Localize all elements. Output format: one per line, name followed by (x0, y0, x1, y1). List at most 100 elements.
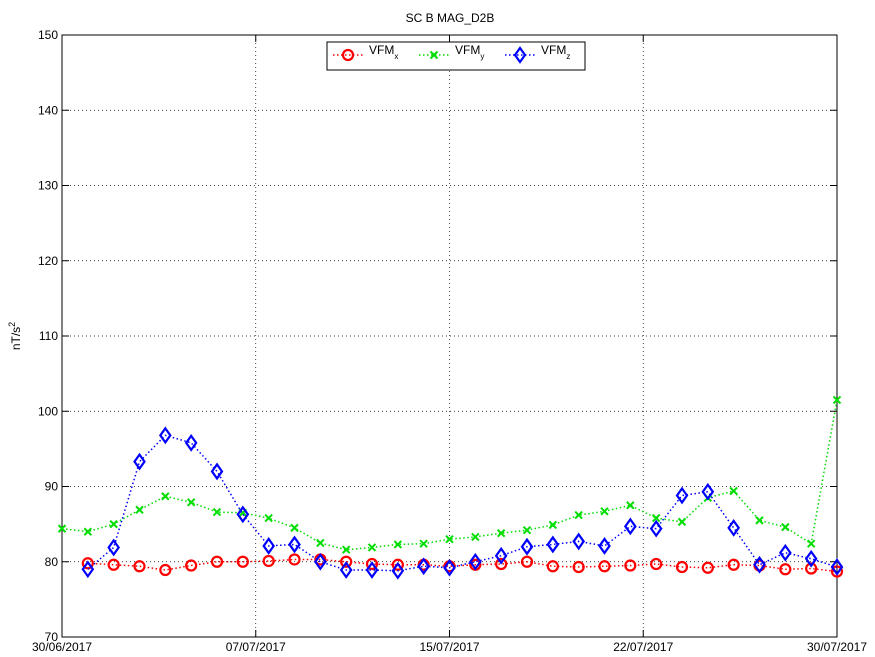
y-axis-label-sup: 2 (7, 322, 17, 327)
marker (804, 549, 818, 568)
marker (753, 555, 766, 574)
y-tick-label: 80 (45, 555, 59, 569)
legend-name: VFM (455, 43, 480, 57)
marker (83, 527, 93, 536)
marker (701, 482, 715, 501)
marker (496, 528, 506, 538)
marker (600, 507, 609, 516)
marker (341, 545, 351, 554)
x-tick-label: 22/07/2017 (613, 640, 673, 654)
marker (391, 558, 404, 571)
marker (650, 557, 663, 571)
marker (729, 486, 738, 496)
marker (107, 558, 120, 571)
marker (135, 505, 144, 515)
marker (445, 534, 454, 544)
marker (316, 538, 325, 548)
marker (598, 537, 611, 555)
marker (133, 560, 146, 573)
marker (161, 492, 170, 501)
marker (393, 540, 403, 549)
legend-label: VFMx (369, 43, 398, 61)
marker (236, 505, 250, 524)
marker (624, 559, 637, 572)
marker (727, 518, 741, 537)
y-tick-label: 120 (38, 254, 58, 268)
x-tick-label: 15/07/2017 (419, 640, 479, 654)
marker (781, 522, 790, 532)
marker (701, 561, 714, 574)
marker (57, 524, 67, 533)
plot-frame (61, 34, 838, 638)
y-tick-label: 150 (38, 28, 58, 42)
y-tick-label: 130 (38, 179, 58, 193)
marker (367, 543, 377, 552)
y-tick-label: 90 (45, 480, 59, 494)
marker (513, 46, 527, 64)
marker (443, 558, 456, 577)
marker (264, 513, 273, 523)
marker (651, 513, 661, 523)
marker (212, 507, 222, 517)
legend-label: VFMz (541, 43, 570, 61)
legend-name: VFM (369, 43, 394, 57)
x-tick-label: 30/07/2017 (807, 640, 867, 654)
marker (471, 532, 480, 542)
marker (340, 555, 353, 568)
marker (159, 563, 172, 577)
marker (210, 555, 224, 568)
y-tick-label: 110 (39, 329, 58, 343)
marker (133, 452, 146, 471)
marker (184, 433, 198, 452)
x-tick-label: 30/06/2017 (32, 640, 92, 654)
y-tick-label: 100 (38, 404, 58, 418)
marker (210, 462, 224, 481)
marker (419, 539, 428, 548)
marker (495, 557, 508, 571)
marker (365, 557, 379, 571)
marker (288, 553, 301, 566)
marker (288, 535, 301, 554)
marker (598, 560, 611, 573)
marker (341, 48, 355, 62)
legend-sub: x (394, 52, 398, 61)
marker (391, 561, 405, 580)
marker (107, 538, 121, 557)
marker (365, 561, 379, 579)
marker (830, 558, 844, 576)
marker (727, 558, 740, 571)
marker (185, 559, 198, 572)
marker (109, 519, 118, 529)
legend-sub: z (566, 52, 570, 61)
marker (546, 560, 559, 573)
legend-name: VFM (541, 43, 566, 57)
marker (626, 501, 635, 510)
marker (522, 525, 532, 535)
marker (313, 552, 327, 571)
x-tick-label: 07/07/2017 (226, 640, 286, 654)
marker (755, 516, 764, 525)
marker (572, 560, 585, 574)
marker (339, 561, 353, 579)
series-line (87, 434, 838, 572)
marker (572, 532, 586, 551)
marker (158, 426, 172, 445)
marker (649, 519, 663, 538)
y-tick-label: 140 (38, 103, 58, 117)
marker (778, 543, 792, 562)
marker (832, 395, 842, 405)
marker (429, 50, 439, 60)
marker (186, 498, 196, 507)
marker (494, 546, 508, 565)
marker (417, 557, 431, 576)
y-axis-label-text: nT/s (9, 327, 23, 350)
marker (677, 517, 687, 527)
marker (468, 552, 482, 571)
marker (574, 510, 583, 520)
marker (262, 554, 275, 568)
marker (546, 535, 560, 554)
marker (520, 537, 534, 556)
